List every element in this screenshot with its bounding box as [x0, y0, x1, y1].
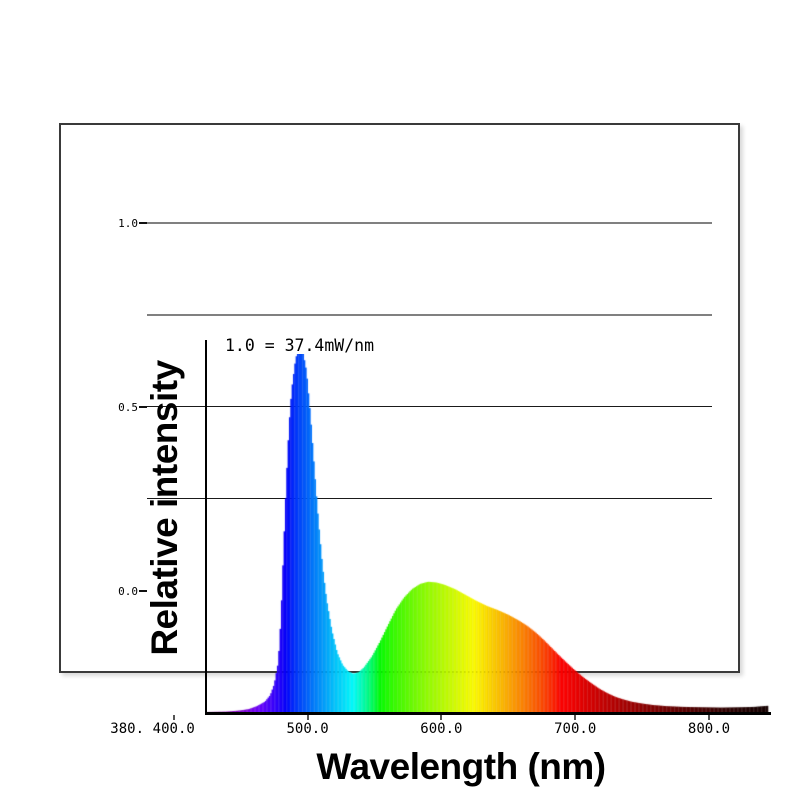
x-tick-label-700: 700.0	[554, 720, 597, 737]
x-tick-label-800: 800.0	[687, 720, 731, 737]
gridline-y-1	[147, 221, 712, 224]
x-tick-500	[306, 714, 309, 720]
x-axis-line	[205, 712, 771, 715]
x-axis-title: Wavelength (nm)	[316, 746, 606, 787]
x-tick-label-500: 500.0	[286, 720, 329, 737]
x-tick-label-400: 400.0	[152, 720, 195, 737]
x-tick-600	[440, 714, 443, 720]
y-axis-title: Relative intensity	[144, 360, 185, 656]
y-axis-line	[204, 340, 207, 714]
x-tick-800	[708, 714, 710, 720]
y-tick-0.5	[139, 405, 147, 408]
spectrum-area-fill	[206, 333, 771, 714]
y-tick-label-1.0: 1.0	[118, 216, 138, 230]
y-tick-0.0	[139, 589, 147, 592]
y-tick-label-0.0: 0.0	[118, 584, 138, 598]
gridline-y-0.75	[147, 313, 712, 316]
x-tick-400	[172, 714, 175, 720]
x-tick-label-600: 600.0	[420, 720, 463, 737]
scale-annotation: 1.0 = 37.4mW/nm	[223, 337, 379, 354]
x-tick-label-380: 380.	[110, 720, 144, 737]
x-tick-700	[574, 714, 577, 720]
y-tick-1.0	[139, 221, 147, 224]
y-tick-label-0.5: 0.5	[118, 400, 138, 414]
chart-frame: Relative intensity Wavelength (nm) 0.0 0.…	[59, 123, 771, 787]
